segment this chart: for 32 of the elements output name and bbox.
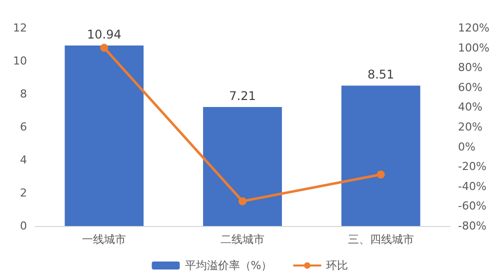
x-tick-label: 二线城市	[220, 233, 264, 246]
y2-tick-label: 20%	[458, 120, 482, 134]
data-label: 7.21	[229, 89, 256, 104]
point	[238, 197, 246, 206]
y2-tick-label: -20%	[458, 160, 486, 174]
y2-tick-label: 120%	[458, 22, 490, 34]
point	[376, 170, 385, 179]
y-tick-label: 4	[20, 154, 27, 166]
y2-tick-label: -40%	[458, 180, 486, 193]
y-tick-label: 0	[20, 220, 27, 232]
y2-tick-label: 0%	[458, 140, 476, 154]
y2-tick-label: 80%	[458, 61, 482, 74]
y2-tick-label: 40%	[458, 100, 482, 114]
y2-tick-label: 100%	[458, 41, 490, 54]
x-tick-label: 三、四线城市	[348, 233, 414, 246]
legend-label: 平均溢价率（%）	[184, 259, 272, 272]
legend-label: 环比	[326, 259, 348, 272]
data-label: 8.51	[367, 68, 394, 82]
y-tick-label: 8	[20, 88, 27, 100]
y-tick-label: 2	[20, 186, 27, 200]
y-tick-label: 10	[13, 54, 27, 68]
y-tick-label: 12	[13, 22, 27, 34]
y2-tick-label: 60%	[458, 80, 482, 94]
x-tick-label: 一线城市	[82, 233, 126, 246]
y2-tick-label: -80%	[458, 220, 486, 232]
data-label: 10.94	[86, 27, 122, 42]
bar	[341, 86, 420, 226]
y2-tick-label: -60%	[458, 200, 486, 213]
point	[100, 44, 108, 52]
bar	[203, 107, 282, 226]
y-tick-label: 6	[20, 120, 27, 134]
bar	[64, 45, 144, 226]
